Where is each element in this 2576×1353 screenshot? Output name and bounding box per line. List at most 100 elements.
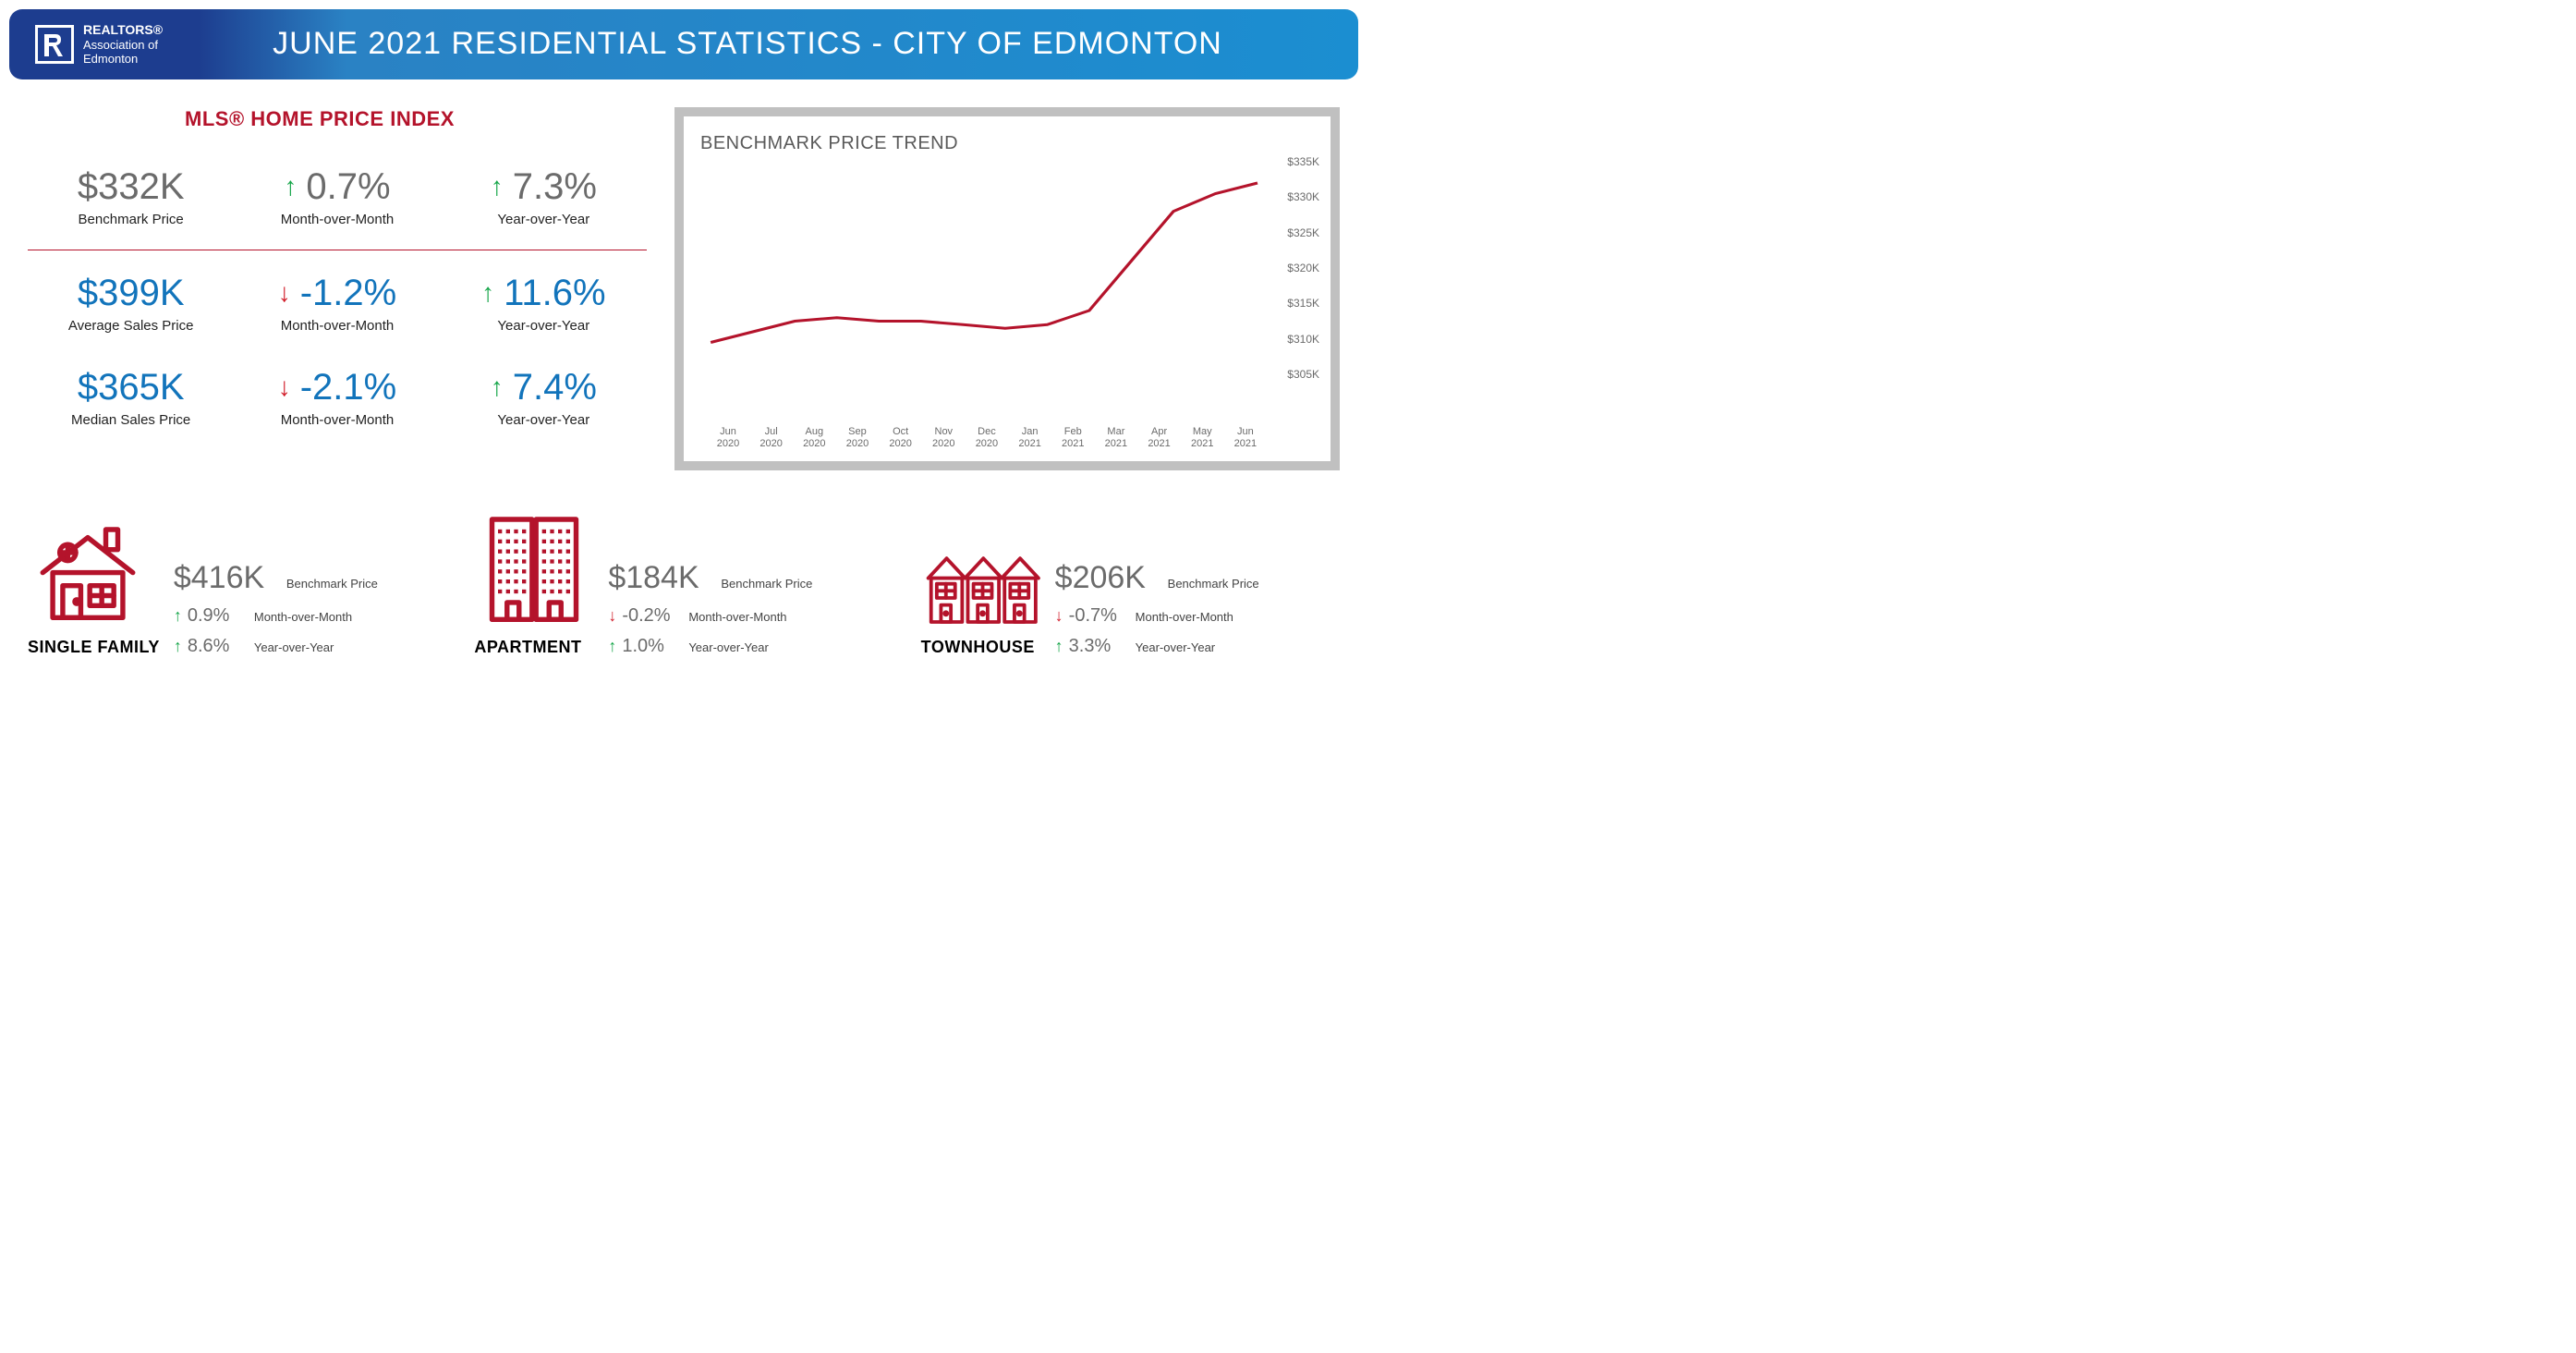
y-tick-label: $335K — [1287, 155, 1319, 168]
arrow-up-icon: ↑ — [174, 637, 182, 656]
card-stats: $206K Benchmark Price ↓ -0.7% Month-over… — [1055, 560, 1259, 657]
card-price-label: Benchmark Price — [1168, 577, 1259, 591]
arrow-up-icon: ↑ — [174, 606, 182, 626]
arrow-up-icon: ↑ — [284, 172, 297, 201]
stat-mom-label: Month-over-Month — [234, 212, 440, 227]
stat-yoy-cell: ↑ 7.4% Year-over-Year — [441, 367, 647, 428]
arrow-up-icon: ↑ — [1055, 637, 1063, 656]
card-yoy-label: Year-over-Year — [1136, 640, 1215, 654]
arrow-up-icon: ↑ — [481, 278, 494, 308]
y-tick-label: $305K — [1287, 368, 1319, 381]
x-tick-label: Jan2021 — [1012, 426, 1049, 450]
card-mom-label: Month-over-Month — [688, 610, 786, 624]
stat-row: $365K Median Sales Price ↓ -2.1% Month-o… — [28, 350, 647, 445]
card-yoy: ↑ 8.6% — [174, 636, 243, 657]
stat-yoy: ↑ 11.6% — [441, 273, 647, 314]
property-card: APARTMENT $184K Benchmark Price ↓ -0.2% … — [474, 507, 893, 657]
card-yoy-label: Year-over-Year — [254, 640, 334, 654]
card-yoy-line: ↑ 1.0% Year-over-Year — [608, 636, 812, 657]
chart-title: BENCHMARK PRICE TREND — [700, 133, 1319, 154]
stat-yoy-label: Year-over-Year — [441, 412, 647, 428]
arrow-down-icon: ↓ — [608, 606, 616, 626]
stat-yoy-cell: ↑ 11.6% Year-over-Year — [441, 273, 647, 334]
card-yoy: ↑ 1.0% — [608, 636, 677, 657]
x-tick-label: Apr2021 — [1141, 426, 1178, 450]
card-mom: ↓ -0.2% — [608, 605, 677, 627]
card-price-line: $184K Benchmark Price — [608, 560, 812, 596]
y-tick-label: $325K — [1287, 226, 1319, 239]
x-tick-label: Nov2020 — [925, 426, 962, 450]
card-yoy-line: ↑ 3.3% Year-over-Year — [1055, 636, 1259, 657]
stat-value: $332K — [28, 166, 234, 208]
stat-value-label: Median Sales Price — [28, 412, 234, 428]
card-mom-label: Month-over-Month — [1136, 610, 1233, 624]
card-icon-block: SINGLE FAMILY — [28, 518, 160, 657]
stat-value-cell: $365K Median Sales Price — [28, 367, 234, 428]
card-label: APARTMENT — [474, 638, 594, 657]
card-stats: $184K Benchmark Price ↓ -0.2% Month-over… — [608, 560, 812, 657]
card-yoy: ↑ 3.3% — [1055, 636, 1124, 657]
stat-value-cell: $332K Benchmark Price — [28, 166, 234, 227]
stat-value-label: Average Sales Price — [28, 318, 234, 334]
stat-yoy: ↑ 7.4% — [441, 367, 647, 408]
card-price: $416K — [174, 560, 275, 596]
arrow-up-icon: ↑ — [491, 372, 504, 402]
stat-row: $399K Average Sales Price ↓ -1.2% Month-… — [28, 256, 647, 350]
card-price: $206K — [1055, 560, 1157, 596]
card-label: TOWNHOUSE — [921, 638, 1041, 657]
arrow-up-icon: ↑ — [491, 172, 504, 201]
stat-mom: ↓ -2.1% — [234, 367, 440, 408]
x-tick-label: Sep2020 — [839, 426, 876, 450]
logo-line3: Edmonton — [83, 52, 138, 66]
stat-yoy: ↑ 7.3% — [441, 166, 647, 208]
card-price-line: $416K Benchmark Price — [174, 560, 378, 596]
card-mom: ↑ 0.9% — [174, 605, 243, 627]
stat-mom: ↓ -1.2% — [234, 273, 440, 314]
stat-yoy-label: Year-over-Year — [441, 318, 647, 334]
stat-mom-label: Month-over-Month — [234, 318, 440, 334]
x-tick-label: May2021 — [1184, 426, 1221, 450]
stat-mom-cell: ↓ -2.1% Month-over-Month — [234, 367, 440, 428]
stat-mom-cell: ↓ -1.2% Month-over-Month — [234, 273, 440, 334]
realtors-logo-icon — [35, 25, 74, 64]
y-tick-label: $315K — [1287, 297, 1319, 310]
x-tick-label: Mar2021 — [1098, 426, 1135, 450]
y-tick-label: $320K — [1287, 262, 1319, 274]
card-icon-block: APARTMENT — [474, 507, 594, 657]
property-icon — [474, 507, 594, 632]
property-card: SINGLE FAMILY $416K Benchmark Price ↑ 0.… — [28, 507, 446, 657]
x-tick-label: Oct2020 — [882, 426, 919, 450]
card-price-line: $206K Benchmark Price — [1055, 560, 1259, 596]
line-chart-svg — [700, 162, 1319, 374]
stat-mom-cell: ↑ 0.7% Month-over-Month — [234, 166, 440, 227]
arrow-down-icon: ↓ — [278, 372, 291, 402]
price-index-panel: MLS® HOME PRICE INDEX $332K Benchmark Pr… — [28, 107, 647, 470]
card-stats: $416K Benchmark Price ↑ 0.9% Month-over-… — [174, 560, 378, 657]
x-tick-label: Jul2020 — [753, 426, 790, 450]
y-tick-label: $310K — [1287, 333, 1319, 346]
stat-value: $365K — [28, 367, 234, 408]
property-type-cards: SINGLE FAMILY $416K Benchmark Price ↑ 0.… — [9, 470, 1358, 666]
arrow-down-icon: ↓ — [278, 278, 291, 308]
y-axis-ticks: $335K$330K$325K$320K$315K$310K$305K — [1269, 162, 1319, 374]
x-tick-label: Feb2021 — [1054, 426, 1091, 450]
x-tick-label: Aug2020 — [796, 426, 832, 450]
x-tick-label: Dec2020 — [968, 426, 1005, 450]
logo: REALTORS® Association of Edmonton — [35, 22, 163, 67]
card-mom-line: ↓ -0.7% Month-over-Month — [1055, 605, 1259, 627]
stat-yoy-cell: ↑ 7.3% Year-over-Year — [441, 166, 647, 227]
stat-yoy-label: Year-over-Year — [441, 212, 647, 227]
header: REALTORS® Association of Edmonton JUNE 2… — [9, 9, 1358, 79]
stat-mom: ↑ 0.7% — [234, 166, 440, 208]
logo-line2: Association of — [83, 38, 158, 52]
card-mom-line: ↑ 0.9% Month-over-Month — [174, 605, 378, 627]
property-icon — [28, 518, 148, 632]
card-price-label: Benchmark Price — [286, 577, 378, 591]
card-label: SINGLE FAMILY — [28, 638, 160, 657]
arrow-up-icon: ↑ — [608, 637, 616, 656]
x-axis-ticks: Jun2020Jul2020Aug2020Sep2020Oct2020Nov20… — [700, 421, 1319, 450]
arrow-down-icon: ↓ — [1055, 606, 1063, 626]
stat-row: $332K Benchmark Price ↑ 0.7% Month-over-… — [28, 150, 647, 244]
x-tick-label: Jun2021 — [1227, 426, 1264, 450]
stat-value-cell: $399K Average Sales Price — [28, 273, 234, 334]
